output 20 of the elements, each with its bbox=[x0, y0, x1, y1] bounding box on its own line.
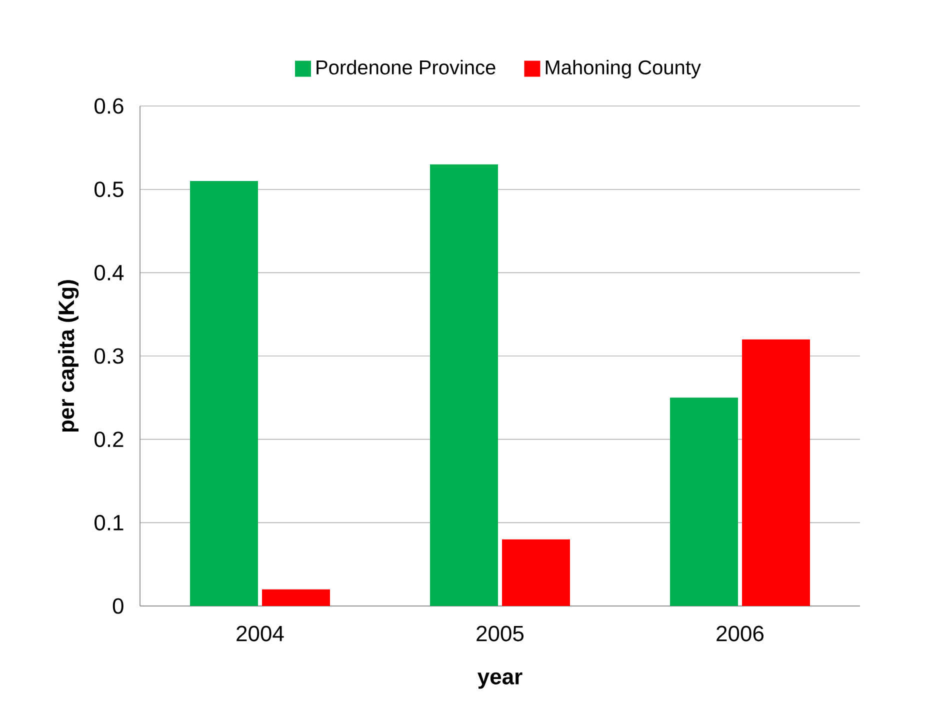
x-tick-label: 2004 bbox=[236, 626, 284, 642]
y-tick-label: 0.4 bbox=[94, 264, 124, 280]
y-tick-label: 0.5 bbox=[94, 182, 124, 198]
y-tick-label: 0.6 bbox=[94, 98, 124, 114]
y-tick-label: 0.2 bbox=[94, 432, 124, 448]
legend-label: Pordenone Province bbox=[316, 60, 496, 74]
bar bbox=[262, 589, 330, 606]
bar bbox=[670, 398, 738, 606]
bar bbox=[742, 339, 810, 606]
y-axis-title: per capita (Kg) bbox=[58, 280, 79, 432]
legend-label: Mahoning County bbox=[546, 60, 701, 78]
y-tick-label: 0 bbox=[112, 598, 124, 614]
bar bbox=[430, 164, 498, 606]
x-tick-label: 2005 bbox=[476, 626, 524, 642]
y-tick-label: 0.3 bbox=[94, 348, 124, 364]
x-tick-label: 2006 bbox=[716, 626, 764, 642]
x-axis-title: year bbox=[478, 672, 522, 689]
bar bbox=[502, 539, 570, 606]
y-tick-label: 0.1 bbox=[94, 514, 124, 530]
bar bbox=[190, 181, 258, 606]
